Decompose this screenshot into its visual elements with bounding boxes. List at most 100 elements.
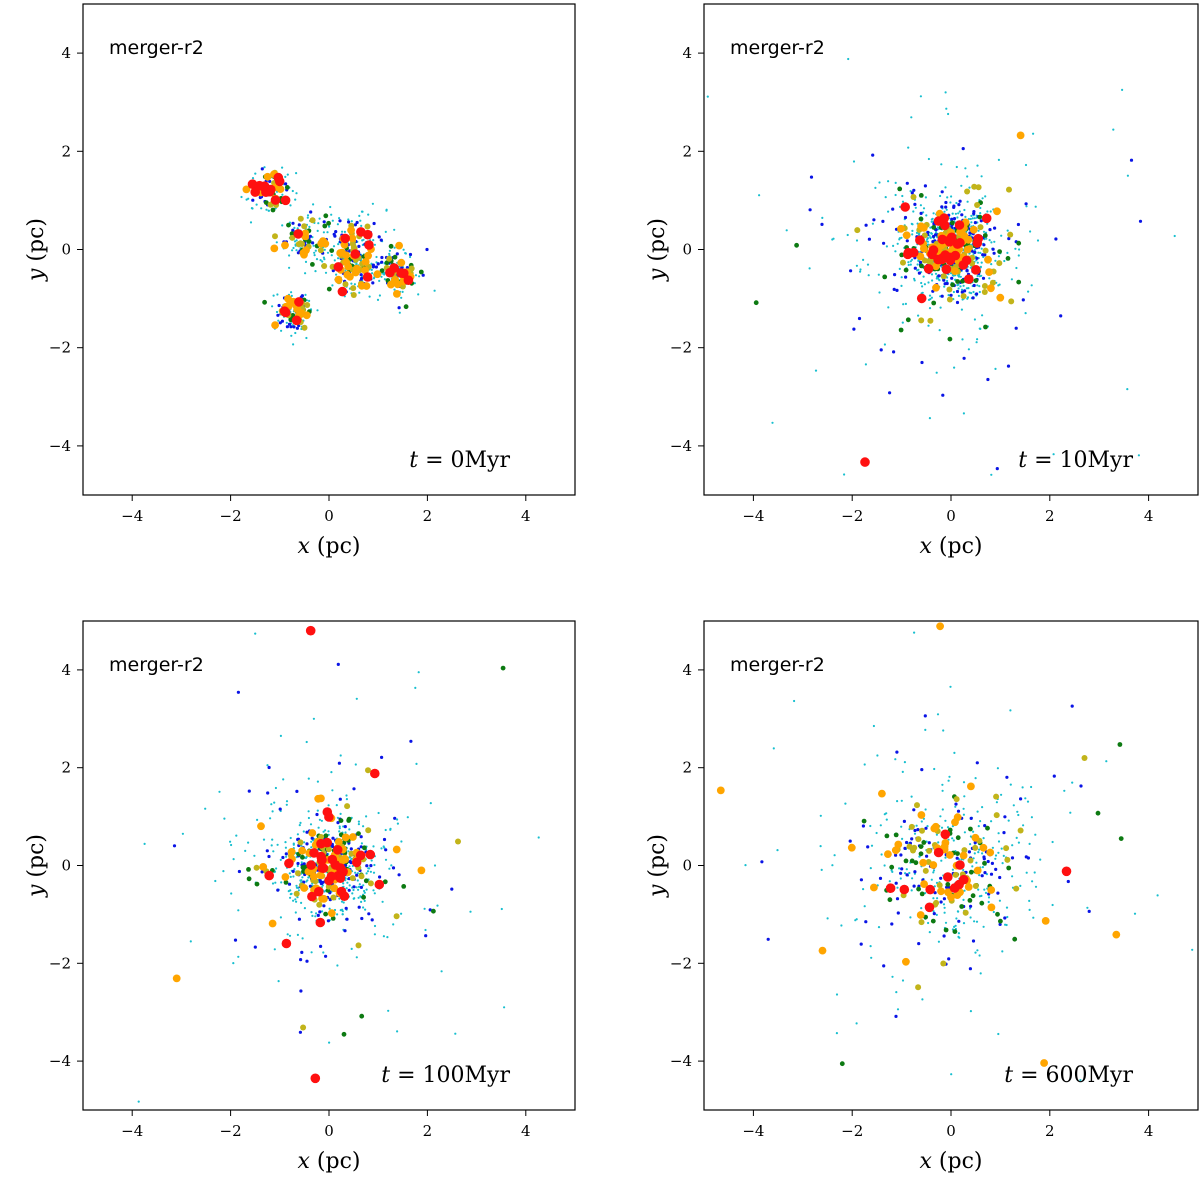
y-axis-label: y (pc) (645, 218, 670, 282)
star-point-cyan (292, 246, 295, 250)
star-point-cyan (251, 177, 255, 180)
star-point-cyan (588, 898, 590, 900)
star-point-cyan (382, 935, 385, 938)
star-point-blue (318, 910, 322, 914)
star-point-orange (947, 893, 955, 902)
star-point-cyan (359, 219, 362, 222)
star-point-blue (299, 958, 303, 962)
star-point-olive (989, 279, 996, 286)
star-point-cyan (979, 212, 982, 215)
star-point-cyan (370, 859, 373, 862)
star-point-orange (902, 957, 910, 966)
star-point-olive (918, 317, 925, 324)
star-point-cyan (1000, 234, 1003, 237)
star-point-cyan (341, 230, 344, 233)
star-point-cyan (279, 916, 282, 919)
star-point-cyan (976, 164, 979, 167)
star-point-olive (393, 913, 400, 920)
star-point-cyan (376, 298, 380, 301)
star-point-cyan (913, 279, 916, 282)
star-point-green (983, 324, 988, 330)
star-point-blue (237, 869, 241, 874)
star-point-cyan (964, 167, 967, 170)
star-point-olive (455, 838, 461, 845)
star-point-cyan (998, 899, 1002, 902)
star-point-cyan (982, 255, 985, 259)
star-point-cyan (304, 260, 308, 263)
star-point-blue (912, 188, 916, 192)
star-point-cyan (357, 888, 360, 891)
star-point-red (952, 239, 963, 249)
star-point-cyan (271, 882, 275, 885)
star-point-cyan (875, 831, 878, 835)
star-point-blue (397, 306, 401, 310)
star-point-cyan (1028, 899, 1031, 903)
star-point-cyan (826, 917, 829, 920)
star-point-cyan (295, 249, 298, 252)
star-point-cyan (341, 913, 344, 916)
star-point-cyan (400, 840, 403, 843)
star-point-blue (349, 847, 353, 851)
star-point-cyan (372, 277, 376, 280)
run-label: merger-r2 (730, 654, 825, 676)
star-point-blue (994, 867, 998, 872)
star-point-cyan (977, 825, 980, 828)
star-point-cyan (925, 214, 928, 217)
star-point-olive (900, 259, 906, 266)
star-point-orange (951, 267, 959, 275)
star-point-cyan (1126, 388, 1129, 391)
star-point-blue (957, 203, 961, 207)
star-point-cyan (883, 343, 887, 346)
star-point-red (350, 249, 361, 259)
star-point-blue (1138, 219, 1143, 223)
star-point-blue (357, 905, 361, 909)
star-point-cyan (280, 881, 283, 884)
star-point-cyan (363, 889, 366, 893)
star-point-cyan (990, 820, 993, 823)
star-point-green (1016, 240, 1022, 246)
star-point-cyan (990, 241, 993, 244)
star-point-blue (913, 266, 917, 270)
star-point-blue (371, 281, 375, 285)
star-point-blue (913, 202, 917, 206)
star-point-olive (344, 803, 351, 810)
star-point-cyan (1012, 804, 1015, 807)
star-point-cyan (956, 284, 959, 287)
star-point-blue (969, 904, 973, 908)
star-point-blue (952, 217, 957, 221)
star-point-blue (954, 802, 958, 806)
star-point-green (955, 279, 960, 284)
star-point-cyan (271, 810, 274, 813)
star-point-cyan (296, 933, 299, 937)
star-point-blue (944, 205, 948, 209)
star-point-cyan (878, 291, 881, 294)
x-tick-label: −2 (841, 507, 863, 525)
star-point-cyan (260, 207, 263, 210)
star-point-blue (338, 797, 342, 801)
star-point-cyan (299, 821, 302, 825)
star-point-cyan (981, 866, 985, 869)
star-point-blue (808, 208, 812, 212)
star-point-cyan (962, 868, 965, 872)
star-point-orange (361, 258, 370, 266)
star-point-blue (986, 377, 990, 382)
star-point-blue (903, 846, 907, 851)
star-point-blue (378, 875, 382, 879)
star-point-cyan (988, 239, 991, 242)
star-point-cyan (293, 868, 296, 871)
star-point-cyan (1007, 819, 1010, 822)
x-tick-label: 0 (946, 507, 956, 525)
star-point-cyan (324, 271, 328, 274)
star-point-blue (299, 989, 303, 993)
star-point-cyan (189, 940, 192, 943)
star-point-olive (289, 234, 296, 241)
star-point-blue (957, 919, 961, 923)
star-point-blue (905, 239, 909, 243)
star-point-green (341, 1031, 347, 1037)
star-point-blue (983, 824, 987, 828)
star-point-cyan (355, 886, 358, 889)
star-point-cyan (378, 294, 381, 297)
star-point-blue (377, 235, 381, 239)
run-label: merger-r2 (730, 37, 825, 59)
star-point-cyan (979, 972, 982, 975)
